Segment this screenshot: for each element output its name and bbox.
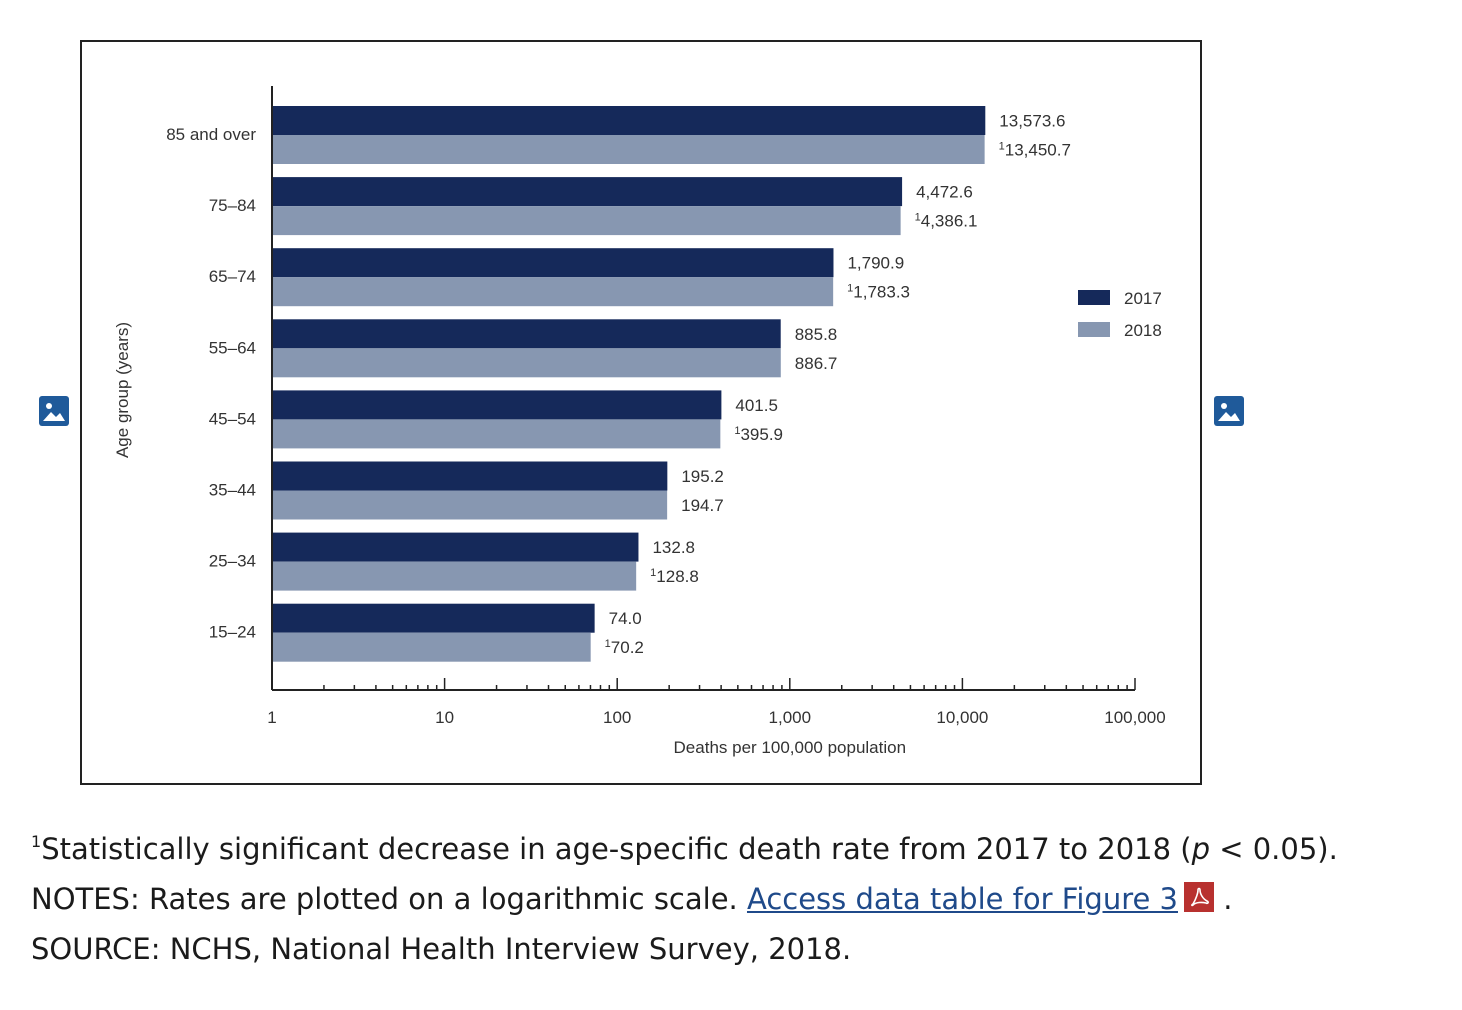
notes-end: . bbox=[1214, 882, 1233, 916]
data-label-footnote: 1 bbox=[999, 141, 1005, 153]
data-label-2018-3: 886.7 bbox=[795, 354, 838, 373]
legend-swatch-2018 bbox=[1078, 322, 1110, 337]
footnote-text: Statistically significant decrease in ag… bbox=[41, 832, 1192, 866]
y-tick-label: 15–24 bbox=[209, 623, 256, 642]
bar-2018-3 bbox=[272, 348, 781, 378]
bar-2018-4 bbox=[272, 419, 721, 449]
data-label-2017-5: 195.2 bbox=[681, 467, 724, 486]
data-label-2018-2: 11,783.3 bbox=[847, 283, 910, 302]
x-tick-label: 100 bbox=[603, 708, 631, 727]
bar-2017-2 bbox=[272, 248, 834, 278]
data-label-footnote: 1 bbox=[915, 212, 921, 224]
data-label-value: 1,783.3 bbox=[853, 283, 910, 302]
data-label-value: 4,386.1 bbox=[921, 212, 978, 231]
data-label-footnote: 1 bbox=[734, 425, 740, 437]
y-tick-label: 25–34 bbox=[209, 552, 256, 571]
bar-2018-0 bbox=[272, 135, 985, 164]
data-label-2017-0: 13,573.6 bbox=[999, 112, 1065, 131]
footnote-p: p bbox=[1191, 832, 1210, 866]
footnote-line: 1Statistically significant decrease in a… bbox=[31, 824, 1451, 874]
data-label-2018-0: 113,450.7 bbox=[999, 141, 1071, 160]
data-label-2017-1: 4,472.6 bbox=[916, 183, 973, 202]
data-label-value: 70.2 bbox=[611, 638, 644, 657]
data-label-2017-4: 401.5 bbox=[735, 396, 778, 415]
bar-2018-1 bbox=[272, 206, 901, 236]
data-label-footnote: 1 bbox=[605, 638, 611, 650]
figure-notes: 1Statistically significant decrease in a… bbox=[31, 824, 1451, 974]
x-axis-title: Deaths per 100,000 population bbox=[674, 738, 907, 757]
bar-2017-4 bbox=[272, 390, 722, 420]
bar-2018-7 bbox=[272, 632, 591, 662]
bar-2018-6 bbox=[272, 561, 637, 591]
y-tick-label: 85 and over bbox=[166, 125, 256, 144]
data-table-link[interactable]: Access data table for Figure 3 bbox=[746, 882, 1178, 916]
source-text: SOURCE: NCHS, National Health Interview … bbox=[31, 932, 852, 966]
bar-2018-5 bbox=[272, 490, 668, 520]
legend-swatch-2017 bbox=[1078, 290, 1110, 305]
image-icon[interactable] bbox=[1213, 395, 1245, 427]
data-label-2018-5: 194.7 bbox=[681, 496, 724, 515]
bar-2017-3 bbox=[272, 319, 781, 349]
footnote-end: < 0.05). bbox=[1210, 832, 1338, 866]
bar-2017-6 bbox=[272, 532, 639, 562]
data-label-2018-7: 170.2 bbox=[605, 638, 644, 657]
data-label-value: 395.9 bbox=[740, 425, 783, 444]
bar-2018-2 bbox=[272, 277, 834, 307]
data-label-value: 128.8 bbox=[656, 567, 699, 586]
data-label-2017-3: 885.8 bbox=[795, 325, 838, 344]
x-tick-label: 100,000 bbox=[1104, 708, 1165, 727]
y-tick-label: 65–74 bbox=[209, 267, 256, 286]
legend-label-2018: 2018 bbox=[1124, 321, 1162, 340]
data-label-value: 13,450.7 bbox=[1005, 141, 1071, 160]
legend-label-2017: 2017 bbox=[1124, 289, 1162, 308]
data-label-2018-6: 1128.8 bbox=[650, 567, 699, 586]
y-axis-title: Age group (years) bbox=[113, 322, 132, 458]
data-label-2017-6: 132.8 bbox=[652, 538, 695, 557]
data-label-footnote: 1 bbox=[847, 283, 853, 295]
footnote-mark: 1 bbox=[31, 832, 42, 851]
data-label-2017-2: 1,790.9 bbox=[847, 254, 904, 273]
x-tick-label: 10,000 bbox=[936, 708, 988, 727]
x-tick-label: 1 bbox=[267, 708, 276, 727]
notes-line: NOTES: Rates are plotted on a logarithmi… bbox=[31, 874, 1451, 924]
data-label-2018-4: 1395.9 bbox=[734, 425, 783, 444]
data-label-footnote: 1 bbox=[650, 567, 656, 579]
figure-frame: 13,573.6 113,450.7 85 and over 4,472.6 14,38… bbox=[80, 40, 1202, 785]
bar-2017-1 bbox=[272, 177, 903, 207]
x-tick-label: 10 bbox=[435, 708, 454, 727]
y-tick-label: 75–84 bbox=[209, 196, 256, 215]
y-tick-label: 55–64 bbox=[209, 338, 256, 357]
x-tick-label: 1,000 bbox=[769, 708, 812, 727]
source-line: SOURCE: NCHS, National Health Interview … bbox=[31, 924, 1451, 974]
data-label-2017-7: 74.0 bbox=[609, 609, 642, 628]
notes-text: NOTES: Rates are plotted on a logarithmi… bbox=[31, 882, 747, 916]
image-icon[interactable] bbox=[38, 395, 70, 427]
bar-2017-7 bbox=[272, 603, 595, 633]
data-label-2018-1: 14,386.1 bbox=[915, 212, 978, 231]
y-tick-label: 35–44 bbox=[209, 481, 256, 500]
bar-2017-5 bbox=[272, 461, 668, 491]
y-tick-label: 45–54 bbox=[209, 409, 256, 428]
pdf-icon[interactable] bbox=[1184, 882, 1214, 912]
bar-2017-0 bbox=[272, 106, 986, 135]
